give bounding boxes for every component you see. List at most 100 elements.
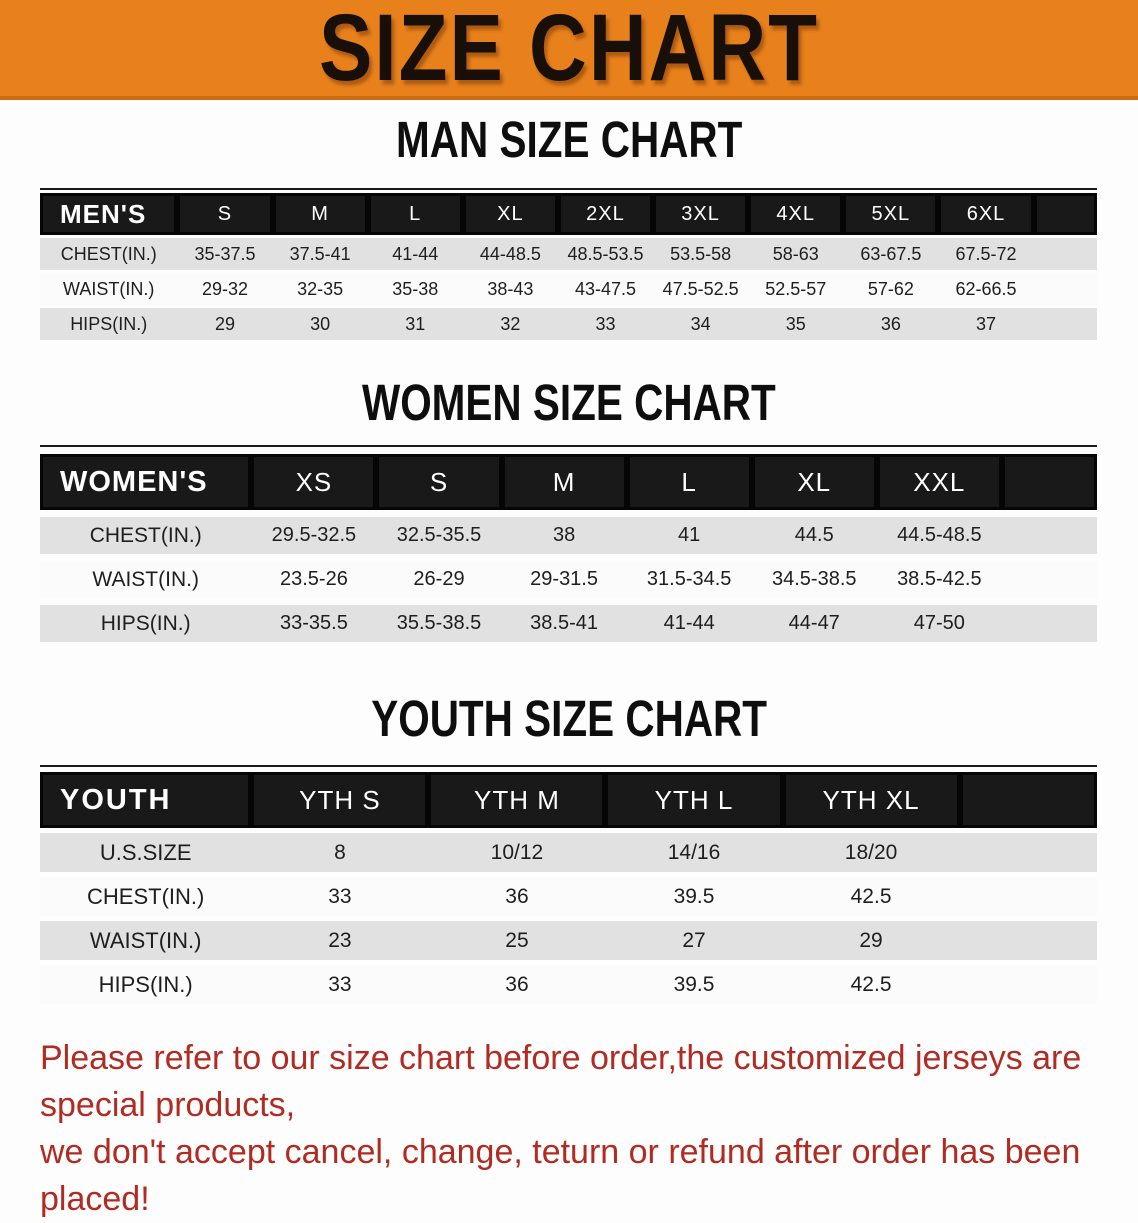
table-row: U.S.SIZE 8 10/12 14/16 18/20 — [40, 833, 1097, 872]
section-women-size-chart: WOMEN SIZE CHART WOMEN'S XS S M L XL XXL CHEST(… — [0, 377, 1138, 649]
size-column-header: L — [367, 193, 463, 235]
measurement-label: CHEST(IN.) — [40, 238, 178, 270]
measurement-label: WAIST(IN.) — [40, 561, 252, 598]
size-value: 10/12 — [428, 833, 606, 872]
size-value: 23.5-26 — [251, 561, 377, 598]
size-value: 8 — [251, 833, 429, 872]
row-filler — [1001, 561, 1097, 598]
size-value: 52.5-57 — [748, 273, 844, 305]
size-column-header: YTH XL — [782, 772, 960, 828]
row-filler — [959, 921, 1097, 960]
header-filler — [1001, 454, 1097, 510]
size-column-header: M — [272, 193, 368, 235]
table-row: WAIST(IN.) 23 25 27 29 — [40, 921, 1097, 960]
size-value: 14/16 — [605, 833, 783, 872]
youth-size-chart-title-text: YOUTH SIZE CHART — [371, 691, 767, 748]
header-filler — [1033, 193, 1097, 235]
size-column-header: S — [376, 454, 502, 510]
row-filler — [1033, 273, 1097, 305]
size-value: 36 — [843, 308, 939, 340]
size-column-header: XXL — [876, 454, 1002, 510]
size-value: 43-47.5 — [557, 273, 654, 305]
size-value: 35-38 — [367, 273, 463, 305]
size-value: 41-44 — [367, 238, 463, 270]
size-value: 37 — [938, 308, 1034, 340]
table-row: CHEST(IN.) 33 36 39.5 42.5 — [40, 877, 1097, 916]
size-value: 29-31.5 — [501, 561, 627, 598]
youth-size-table: YOUTH YTH S YTH M YTH L YTH XL U.S.SIZE 8 10/12… — [40, 765, 1097, 1009]
size-column-header: L — [626, 454, 752, 510]
size-column-header: YTH S — [251, 772, 429, 828]
table-row: CHEST(IN.) 35-37.5 37.5-41 41-44 44-48.5 48.5… — [40, 238, 1097, 270]
size-value: 58-63 — [748, 238, 844, 270]
size-value: 44-48.5 — [462, 238, 558, 270]
size-value: 33 — [251, 877, 429, 916]
size-value: 48.5-53.5 — [557, 238, 654, 270]
size-value: 34.5-38.5 — [751, 561, 877, 598]
size-value: 44.5 — [751, 517, 877, 554]
size-value: 29 — [177, 308, 273, 340]
size-value: 25 — [428, 921, 606, 960]
size-value: 27 — [605, 921, 783, 960]
row-filler — [959, 833, 1097, 872]
size-value: 29 — [782, 921, 960, 960]
size-column-header: 2XL — [557, 193, 654, 235]
size-value: 33-35.5 — [251, 605, 377, 642]
size-value: 36 — [428, 965, 606, 1004]
size-value: 36 — [428, 877, 606, 916]
section-youth-size-chart: YOUTH SIZE CHART YOUTH YTH S YTH M YTH L YTH… — [0, 691, 1138, 1009]
size-value: 39.5 — [605, 877, 783, 916]
size-value: 38.5-42.5 — [876, 561, 1002, 598]
size-value: 38-43 — [462, 273, 558, 305]
size-value: 41-44 — [626, 605, 752, 642]
disclaimer-line-1: Please refer to our size chart before or… — [40, 1039, 1082, 1124]
table-row: WAIST(IN.) 23.5-26 26-29 29-31.5 31.5-34.5 34… — [40, 561, 1097, 598]
size-column-header: S — [177, 193, 273, 235]
size-value: 63-67.5 — [843, 238, 939, 270]
table-header-row: YOUTH YTH S YTH M YTH L YTH XL — [40, 772, 1097, 828]
size-chart-body: MAN SIZE CHART MEN'S S M L XL 2XL 3XL 4XL 5XL 6XL… — [0, 114, 1138, 1223]
row-filler — [1033, 308, 1097, 340]
size-column-header: XL — [751, 454, 877, 510]
row-filler — [959, 965, 1097, 1004]
table-header-row: WOMEN'S XS S M L XL XXL — [40, 454, 1097, 510]
banner-title: SIZE CHART — [319, 0, 819, 100]
women-size-chart-title: WOMEN SIZE CHART — [0, 377, 1138, 430]
size-chart-banner: SIZE CHART — [0, 0, 1138, 100]
size-value: 30 — [272, 308, 368, 340]
man-size-chart-title: MAN SIZE CHART — [0, 114, 1138, 167]
disclaimer-line-2: we don't accept cancel, change, teturn o… — [40, 1133, 1081, 1218]
size-value: 37.5-41 — [272, 238, 368, 270]
size-value: 44.5-48.5 — [876, 517, 1002, 554]
size-column-header: YTH L — [605, 772, 783, 828]
size-value: 38 — [501, 517, 627, 554]
size-value: 53.5-58 — [653, 238, 749, 270]
size-column-header: XS — [251, 454, 377, 510]
measurement-label: HIPS(IN.) — [40, 965, 252, 1004]
row-filler — [1001, 605, 1097, 642]
size-value: 35.5-38.5 — [376, 605, 502, 642]
size-value: 26-29 — [376, 561, 502, 598]
size-column-header: 3XL — [653, 193, 749, 235]
disclaimer-note: Please refer to our size chart before or… — [40, 1035, 1118, 1223]
table-row: HIPS(IN.) 29 30 31 32 33 34 35 36 37 — [40, 308, 1097, 340]
measurement-label: HIPS(IN.) — [40, 605, 252, 642]
women-size-chart-title-text: WOMEN SIZE CHART — [362, 375, 776, 432]
measurement-label: WAIST(IN.) — [40, 273, 178, 305]
table-group-label: YOUTH — [40, 772, 252, 828]
size-value: 42.5 — [782, 877, 960, 916]
header-filler — [959, 772, 1097, 828]
size-value: 32-35 — [272, 273, 368, 305]
size-column-header: 6XL — [938, 193, 1034, 235]
size-value: 47-50 — [876, 605, 1002, 642]
size-value: 44-47 — [751, 605, 877, 642]
table-row: HIPS(IN.) 33-35.5 35.5-38.5 38.5-41 41-44 44-… — [40, 605, 1097, 642]
size-value: 47.5-52.5 — [653, 273, 749, 305]
row-filler — [1001, 517, 1097, 554]
table-header-row: MEN'S S M L XL 2XL 3XL 4XL 5XL 6XL — [40, 193, 1097, 235]
section-man-size-chart: MAN SIZE CHART MEN'S S M L XL 2XL 3XL 4XL 5XL 6XL… — [0, 114, 1138, 343]
size-value: 31 — [367, 308, 463, 340]
size-value: 39.5 — [605, 965, 783, 1004]
size-value: 32 — [462, 308, 558, 340]
women-size-table: WOMEN'S XS S M L XL XXL CHEST(IN.) 29.5-32.5 32.5… — [40, 445, 1097, 649]
